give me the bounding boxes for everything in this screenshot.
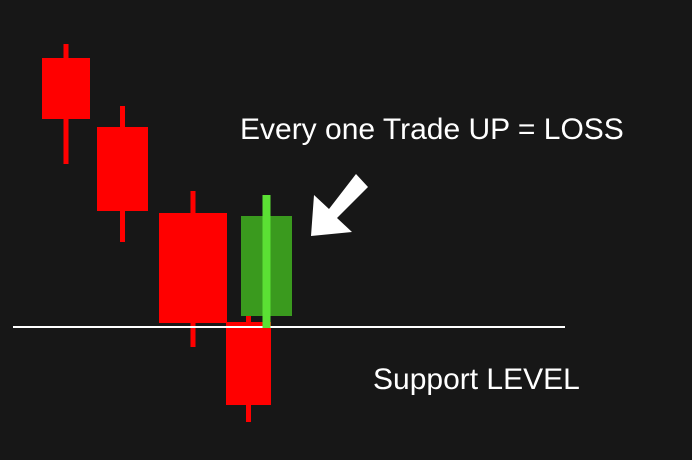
candle-body (226, 322, 271, 405)
trade-annotation: Every one Trade UP = LOSS (240, 113, 624, 146)
candle-wick (262, 195, 271, 328)
support-level-label: Support LEVEL (373, 363, 580, 396)
candle-down (226, 313, 271, 422)
candle-down (97, 106, 148, 242)
candle-down (42, 44, 90, 164)
up-candle-overlay (241, 195, 292, 328)
candles-group (42, 44, 271, 422)
candle-body (42, 58, 90, 119)
candle-up (241, 195, 292, 328)
candle-down (159, 191, 227, 347)
candle-body (97, 127, 148, 211)
candle-body (159, 213, 227, 323)
arrow-down-left-icon (311, 174, 368, 236)
